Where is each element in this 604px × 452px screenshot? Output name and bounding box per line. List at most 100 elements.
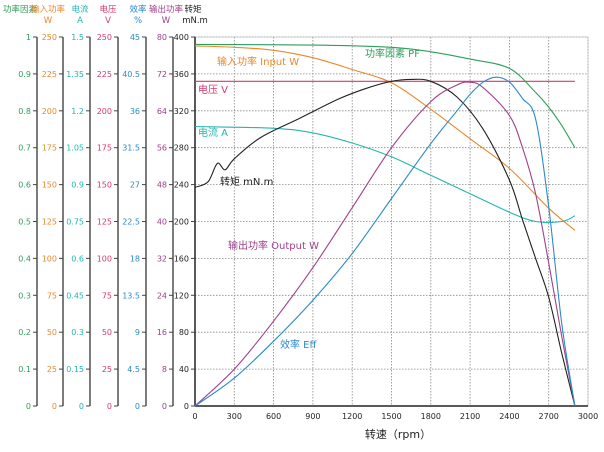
y-tick-label-pf: 0.3 (18, 291, 31, 300)
y-tick-label-output: 64 (157, 107, 167, 116)
x-tick-label: 300 (227, 412, 242, 421)
y-tick-label-voltage: 250 (97, 33, 112, 42)
y-tick-label-torque: 320 (174, 107, 189, 116)
y-tick-label-torque: 400 (174, 33, 189, 42)
y-tick-label-output: 16 (157, 328, 167, 337)
series-line-eff (194, 76, 576, 407)
x-tick-label: 1800 (421, 412, 441, 421)
y-tick-label-output: 80 (157, 33, 167, 42)
series-line-current (194, 125, 576, 223)
y-tick-label-pf: 0.8 (18, 107, 31, 116)
y-tick-label-voltage: 175 (97, 144, 112, 153)
y-tick-label-current: 1.05 (66, 144, 84, 153)
y-tick-label-current: 0.6 (71, 254, 84, 263)
y-tick-label-current: 0.75 (66, 218, 84, 227)
x-tick-label: 2400 (499, 412, 519, 421)
y-tick-label-torque: 160 (174, 254, 189, 263)
series-label-eff: 效率 Eff (280, 338, 317, 351)
y-tick-label-torque: 80 (179, 328, 189, 337)
x-tick-label: 2700 (539, 412, 559, 421)
y-tick-label-output: 40 (157, 218, 167, 227)
grid (194, 36, 589, 407)
y-tick-label-eff: 31.5 (122, 144, 140, 153)
y-tick-label-current: 0.45 (66, 291, 84, 300)
y-axis-title-voltage: 电压 (99, 4, 117, 15)
y-tick-label-voltage: 150 (97, 181, 112, 190)
y-tick-label-eff: 27 (130, 181, 140, 190)
y-tick-label-input: 225 (42, 70, 57, 79)
x-axis: 0 300 600 900 1200 1500 1800 2100 2400 2700 3000 (192, 405, 598, 421)
y-tick-label-input: 25 (47, 365, 57, 374)
x-tick-label: 2100 (460, 412, 480, 421)
y-tick-label-eff: 22.5 (122, 218, 140, 227)
y-axis-unit-eff: % (134, 16, 142, 26)
series-label-torque: 转矩 mN.m (220, 175, 273, 188)
y-tick-label-pf: 0.6 (18, 181, 31, 190)
y-axis-unit-torque: mN.m (182, 16, 208, 26)
y-axes: 功率因素00.10.20.30.40.50.60.70.80.91输入功率W02… (3, 4, 208, 411)
series-line-output (194, 81, 576, 407)
y-tick-label-pf: 0.9 (18, 70, 31, 79)
y-tick-label-current: 1.5 (71, 33, 84, 42)
series-lines (194, 43, 576, 407)
y-tick-label-torque: 0 (184, 402, 189, 411)
y-tick-label-torque: 280 (174, 144, 189, 153)
y-tick-label-eff: 4.5 (127, 365, 140, 374)
series-line-torque (194, 78, 576, 407)
y-tick-label-torque: 120 (174, 291, 189, 300)
y-tick-label-pf: 0.5 (18, 218, 31, 227)
series-label-current: 电流 A (198, 126, 228, 139)
y-tick-label-eff: 13.5 (122, 291, 140, 300)
y-tick-label-input: 0 (52, 402, 57, 411)
x-tick-label: 3000 (578, 412, 598, 421)
y-tick-label-pf: 0.7 (18, 144, 31, 153)
y-axis-unit-output: W (162, 16, 171, 26)
y-tick-label-torque: 360 (174, 70, 189, 79)
y-tick-label-voltage: 225 (97, 70, 112, 79)
y-tick-label-pf: 0 (26, 402, 31, 411)
y-tick-label-output: 32 (157, 254, 167, 263)
y-axis-title-eff: 效率 (129, 4, 147, 15)
y-tick-label-torque: 40 (179, 365, 189, 374)
x-tick-label: 1200 (342, 412, 362, 421)
y-tick-label-pf: 0.1 (18, 365, 31, 374)
y-tick-label-input: 150 (42, 181, 57, 190)
y-tick-label-input: 100 (42, 254, 57, 263)
x-axis-label: 转速（rpm） (365, 427, 431, 441)
y-axis-unit-input: W (44, 16, 53, 26)
y-tick-label-input: 175 (42, 144, 57, 153)
y-axis-title-input: 输入功率 (31, 4, 66, 15)
x-tick-label: 1500 (381, 412, 401, 421)
y-tick-label-input: 125 (42, 218, 57, 227)
y-tick-label-voltage: 100 (97, 254, 112, 263)
y-tick-label-eff: 9 (135, 328, 140, 337)
y-tick-label-input: 50 (47, 328, 57, 337)
series-labels: 功率因素 PF 输入功率 Input W 电压 V 电流 A 转矩 mN.m 输出功率 O… (198, 47, 420, 351)
y-tick-label-output: 8 (162, 365, 167, 374)
y-tick-label-current: 0.9 (71, 181, 84, 190)
y-tick-label-voltage: 75 (102, 291, 112, 300)
series-label-voltage: 电压 V (198, 83, 228, 96)
y-tick-label-eff: 45 (130, 33, 140, 42)
y-tick-label-eff: 18 (130, 254, 140, 263)
y-tick-label-input: 200 (42, 107, 57, 116)
y-tick-label-input: 250 (42, 33, 57, 42)
y-axis-title-pf: 功率因素 (3, 4, 38, 15)
y-tick-label-eff: 36 (130, 107, 140, 116)
x-tick-label: 600 (266, 412, 281, 421)
series-label-pf: 功率因素 PF (365, 47, 420, 60)
y-axis-title-torque: 转矩 (184, 4, 202, 15)
x-tick-label: 900 (305, 412, 320, 421)
y-tick-label-output: 48 (157, 181, 167, 190)
y-tick-label-pf: 0.4 (18, 254, 31, 263)
y-tick-label-output: 72 (157, 70, 167, 79)
y-tick-label-voltage: 50 (102, 328, 112, 337)
y-tick-label-output: 56 (157, 144, 167, 153)
y-tick-label-voltage: 0 (107, 402, 112, 411)
y-tick-label-current: 0.15 (66, 365, 84, 374)
y-axis-title-output: 输出功率 (149, 4, 184, 15)
y-tick-label-pf: 0.2 (18, 328, 31, 337)
y-tick-label-torque: 240 (174, 181, 189, 190)
y-tick-label-voltage: 25 (102, 365, 112, 374)
